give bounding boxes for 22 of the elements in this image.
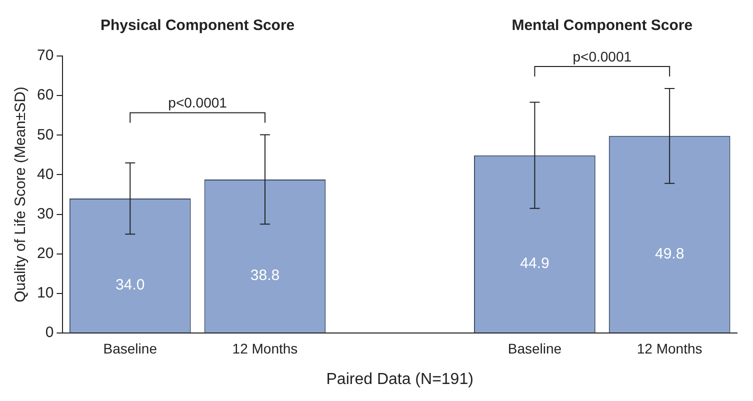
data-label: 38.8 <box>250 267 280 284</box>
y-tick-label: 60 <box>36 86 54 104</box>
data-label: 49.8 <box>654 245 684 262</box>
y-tick-label: 0 <box>45 324 54 342</box>
x-tick-label: 12 Months <box>232 340 298 356</box>
x-tick-label: Baseline <box>508 340 562 356</box>
y-tick-label: 70 <box>36 47 54 64</box>
text: Physical Component Score <box>100 17 295 34</box>
y-tick-label: 50 <box>36 126 54 144</box>
x-tick-label: Baseline <box>103 340 158 356</box>
data-label: 34.0 <box>116 276 145 294</box>
text: Mental Component Score <box>512 17 693 34</box>
y-tick-label: 20 <box>36 245 54 262</box>
annotation: p<0.0001 <box>572 48 632 64</box>
y-tick-label: 30 <box>36 205 54 222</box>
y-tick-label: 40 <box>36 166 54 183</box>
y-tick-label: 10 <box>36 284 54 302</box>
x-axis-title: Paired Data (N=191) <box>326 370 474 388</box>
annotation: p<0.0001 <box>168 94 228 111</box>
data-label: 44.9 <box>520 255 550 272</box>
y-axis-title: Quality of Life Score (Mean±SD) <box>12 86 30 302</box>
x-tick-label: 12 Months <box>636 340 702 356</box>
